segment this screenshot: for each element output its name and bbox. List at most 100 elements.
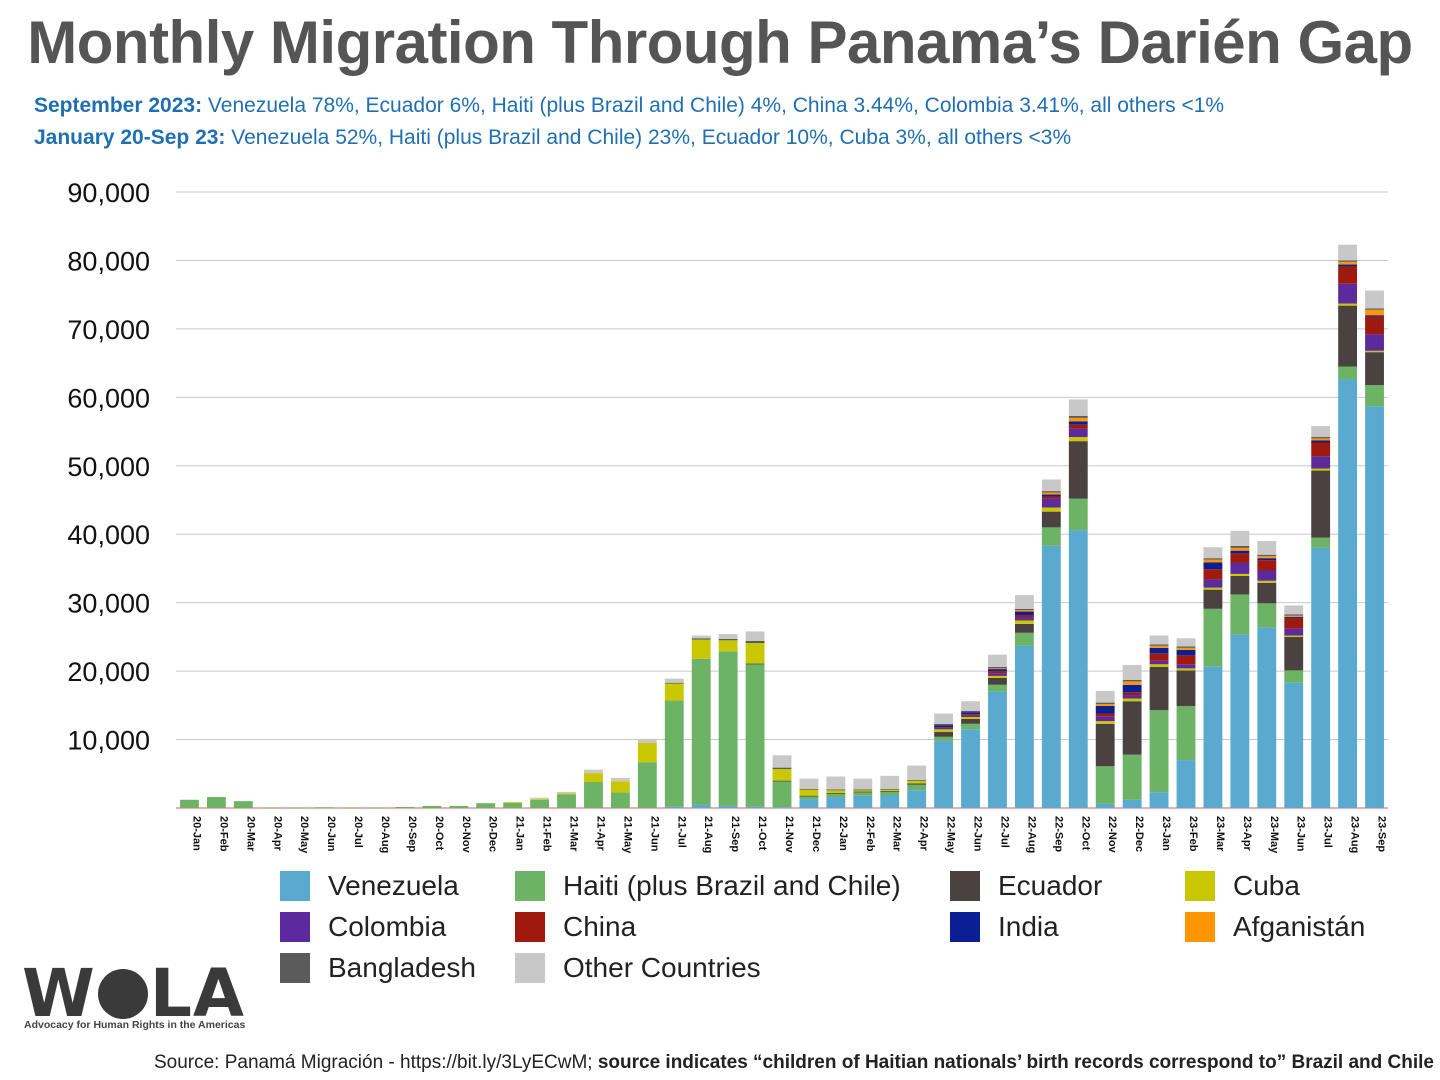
bar-segment xyxy=(853,792,873,796)
bar-segment xyxy=(1041,496,1061,499)
bar-segment xyxy=(1149,667,1169,711)
bar-segment xyxy=(1284,682,1304,808)
bar-segment xyxy=(1122,664,1142,681)
bar-segment xyxy=(1311,438,1331,441)
bar-segment xyxy=(233,801,253,808)
bar-segment xyxy=(1176,668,1196,671)
bar-segment xyxy=(1014,608,1034,611)
x-tick-label: 21-Nov xyxy=(783,816,795,854)
x-tick-label: 20-May xyxy=(298,816,310,854)
legend-swatch xyxy=(950,912,980,942)
legend-label: Cuba xyxy=(1233,870,1300,901)
wola-logo: W LA Advocacy for Human Rights in the Ame… xyxy=(22,955,252,1035)
x-tick-label: 21-May xyxy=(621,816,633,854)
bar-segment xyxy=(1149,664,1169,668)
bar-segment xyxy=(557,793,576,795)
logo-emblem-icon xyxy=(97,968,148,1019)
x-tick-label: 22-Dec xyxy=(1133,816,1145,852)
bar-segment xyxy=(1338,303,1358,306)
bar-segment xyxy=(988,671,1007,674)
bar-segment xyxy=(1230,575,1250,595)
bar-segment xyxy=(1068,399,1088,416)
bar-segment xyxy=(826,776,846,790)
bar-segment xyxy=(988,667,1007,669)
bar-segment xyxy=(880,789,900,791)
y-tick-label: 10,000 xyxy=(67,726,150,756)
y-tick-label: 50,000 xyxy=(67,452,150,482)
bar-segment xyxy=(799,789,819,796)
bar-segment xyxy=(1095,803,1115,808)
subtitle-label: September 2023: xyxy=(34,94,203,117)
bar-segment xyxy=(1230,545,1250,548)
x-tick-label: 23-Apr xyxy=(1241,816,1253,852)
bar-segment xyxy=(772,767,792,769)
bar-segment xyxy=(772,807,792,809)
x-tick-label: 20-Mar xyxy=(244,816,256,852)
bar-segment xyxy=(1338,266,1358,284)
x-tick-label: 23-Jun xyxy=(1295,816,1307,852)
bar-segment xyxy=(961,719,980,724)
bar-segment xyxy=(988,691,1007,808)
bar-segment xyxy=(584,773,603,782)
bar-segment xyxy=(799,795,819,797)
legend-item: Haiti (plus Brazil and Chile) xyxy=(515,870,901,902)
bar-segment xyxy=(826,789,846,791)
legend-swatch xyxy=(950,871,980,901)
bar-segment xyxy=(988,675,1007,678)
bar-segment xyxy=(718,651,738,806)
x-tick-label: 21-Jan xyxy=(514,816,526,851)
bar-segment xyxy=(1041,511,1061,528)
bar-segment xyxy=(1203,562,1223,570)
bar-segment xyxy=(934,736,954,741)
bar-segment xyxy=(1095,706,1115,714)
bar-segment xyxy=(799,788,819,790)
bar-segment xyxy=(1041,527,1061,546)
bar-segment xyxy=(1176,649,1196,656)
legend-item: Venezuela xyxy=(280,870,459,902)
bar-segment xyxy=(1149,660,1169,665)
bar-segment xyxy=(988,684,1007,692)
bar-segment xyxy=(961,715,980,717)
bar-segment xyxy=(1365,350,1384,353)
bar-segment xyxy=(745,664,765,807)
legend-item: China xyxy=(515,911,636,943)
bar-segment xyxy=(1122,698,1142,702)
x-tick-label: 20-Aug xyxy=(379,816,391,853)
bar-segment xyxy=(1041,545,1061,808)
source-bold: source indicates “children of Haitian na… xyxy=(597,1052,1434,1073)
bar-segment xyxy=(1014,620,1034,624)
x-tick-label: 22-Jun xyxy=(972,816,984,852)
bar-segment xyxy=(880,775,900,789)
bar-segment xyxy=(664,700,684,807)
bar-segment xyxy=(1014,614,1034,618)
bar-segment xyxy=(934,732,954,737)
subtitle-text: Venezuela 78%, Ecuador 6%, Haiti (plus B… xyxy=(202,94,1225,117)
bar-segment xyxy=(610,792,630,808)
bar-segment xyxy=(1311,426,1331,438)
bar-segment xyxy=(1284,628,1304,636)
bar-segment xyxy=(1365,315,1384,317)
bar-segment xyxy=(1095,690,1115,703)
bar-segment xyxy=(907,790,927,808)
bar-segment xyxy=(1068,428,1088,438)
bar-segment xyxy=(1122,695,1142,699)
bar-segment xyxy=(1149,653,1169,661)
legend-label: Ecuador xyxy=(998,870,1103,901)
legend-item: Colombia xyxy=(280,911,446,943)
y-tick-label: 20,000 xyxy=(67,657,150,687)
bar-segment xyxy=(1230,634,1250,808)
bar-segment xyxy=(1176,655,1196,665)
bar-segment xyxy=(449,805,469,808)
bar-segment xyxy=(772,780,792,782)
bar-segment xyxy=(1014,617,1034,621)
bar-segment xyxy=(368,807,388,809)
bar-segment xyxy=(664,678,684,683)
bar-segment xyxy=(1230,573,1250,576)
bar-segment xyxy=(691,639,711,659)
bar-segment xyxy=(1149,644,1169,646)
bar-segment xyxy=(637,742,657,763)
bar-segment xyxy=(610,777,630,782)
bar-segment xyxy=(1230,594,1250,635)
chart-title: Monthly Migration Through Panama’s Darié… xyxy=(27,9,1413,76)
bar-segment xyxy=(718,805,738,808)
